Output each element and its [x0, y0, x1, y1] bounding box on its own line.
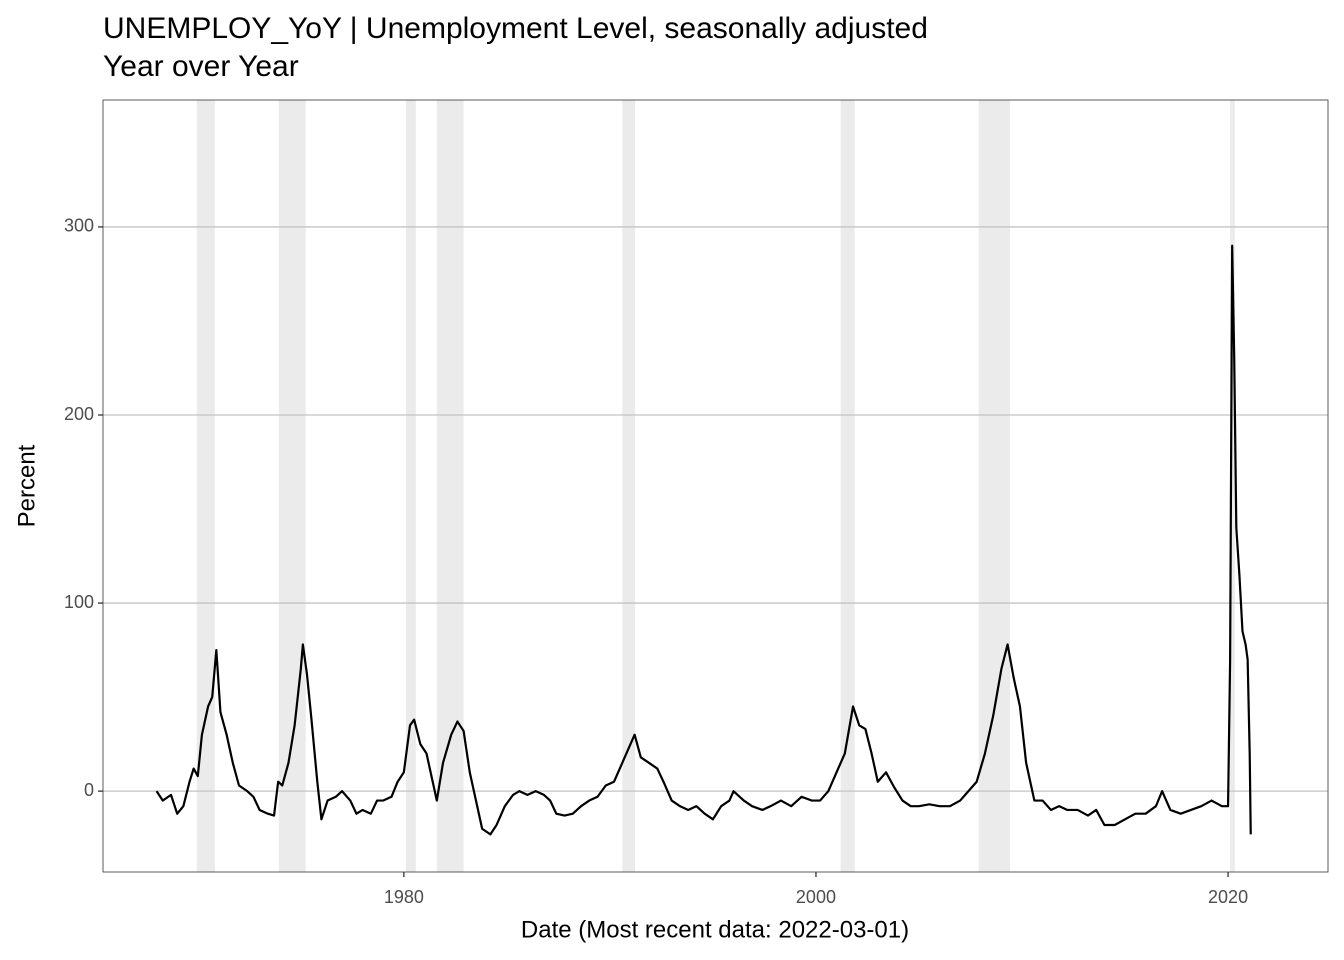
y-tick-label: 100	[64, 592, 94, 612]
chart-title: UNEMPLOY_YoY | Unemployment Level, seaso…	[103, 12, 928, 45]
y-tick-label: 0	[84, 780, 94, 800]
recession-band	[978, 100, 1011, 872]
chart-subtitle: Year over Year	[103, 50, 299, 83]
y-tick-label: 300	[64, 216, 94, 236]
y-axis-label: Percent	[13, 444, 40, 527]
recession-band	[436, 100, 464, 872]
recession-band	[278, 100, 306, 872]
data-line	[155, 244, 1252, 836]
recession-band	[1230, 100, 1235, 872]
x-axis-label: Date (Most recent data: 2022-03-01)	[521, 916, 909, 943]
x-tick-label: 2000	[796, 887, 836, 907]
recession-band	[405, 100, 416, 872]
x-tick-label: 1980	[384, 887, 424, 907]
recession-band	[840, 100, 855, 872]
x-tick-label: 2020	[1208, 887, 1248, 907]
panel-border	[102, 99, 1329, 873]
recession-band	[196, 100, 215, 872]
recession-band	[622, 100, 636, 872]
y-tick-label: 200	[64, 404, 94, 424]
